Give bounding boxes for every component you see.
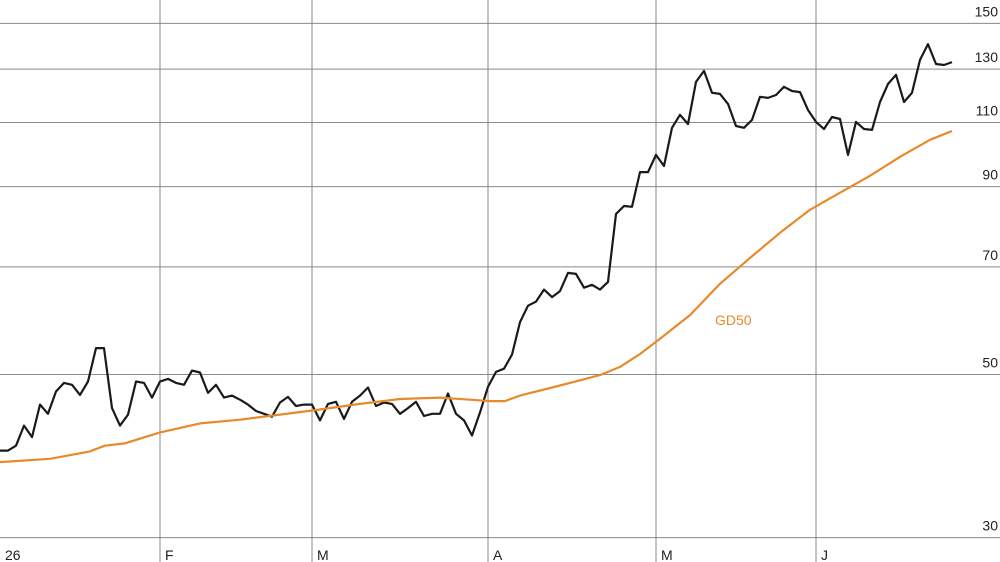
y-tick-label: 110 xyxy=(976,103,999,119)
x-tick-label: F xyxy=(165,547,174,562)
y-tick-label: 150 xyxy=(975,3,999,19)
series-line xyxy=(0,43,953,452)
x-tick-label: M xyxy=(317,547,329,562)
y-tick-label: 130 xyxy=(975,49,999,65)
x-tick-label: M xyxy=(661,547,673,562)
x-tick-label: 26 xyxy=(5,547,21,562)
y-tick-label: 70 xyxy=(982,247,998,263)
series-label: GD50 xyxy=(715,312,752,328)
x-tick-label: A xyxy=(493,547,503,562)
y-tick-label: 50 xyxy=(982,354,998,370)
x-tick-label: J xyxy=(821,547,828,562)
y-tick-label: 30 xyxy=(982,518,998,534)
y-tick-label: 90 xyxy=(982,167,998,183)
series-line xyxy=(0,129,953,464)
